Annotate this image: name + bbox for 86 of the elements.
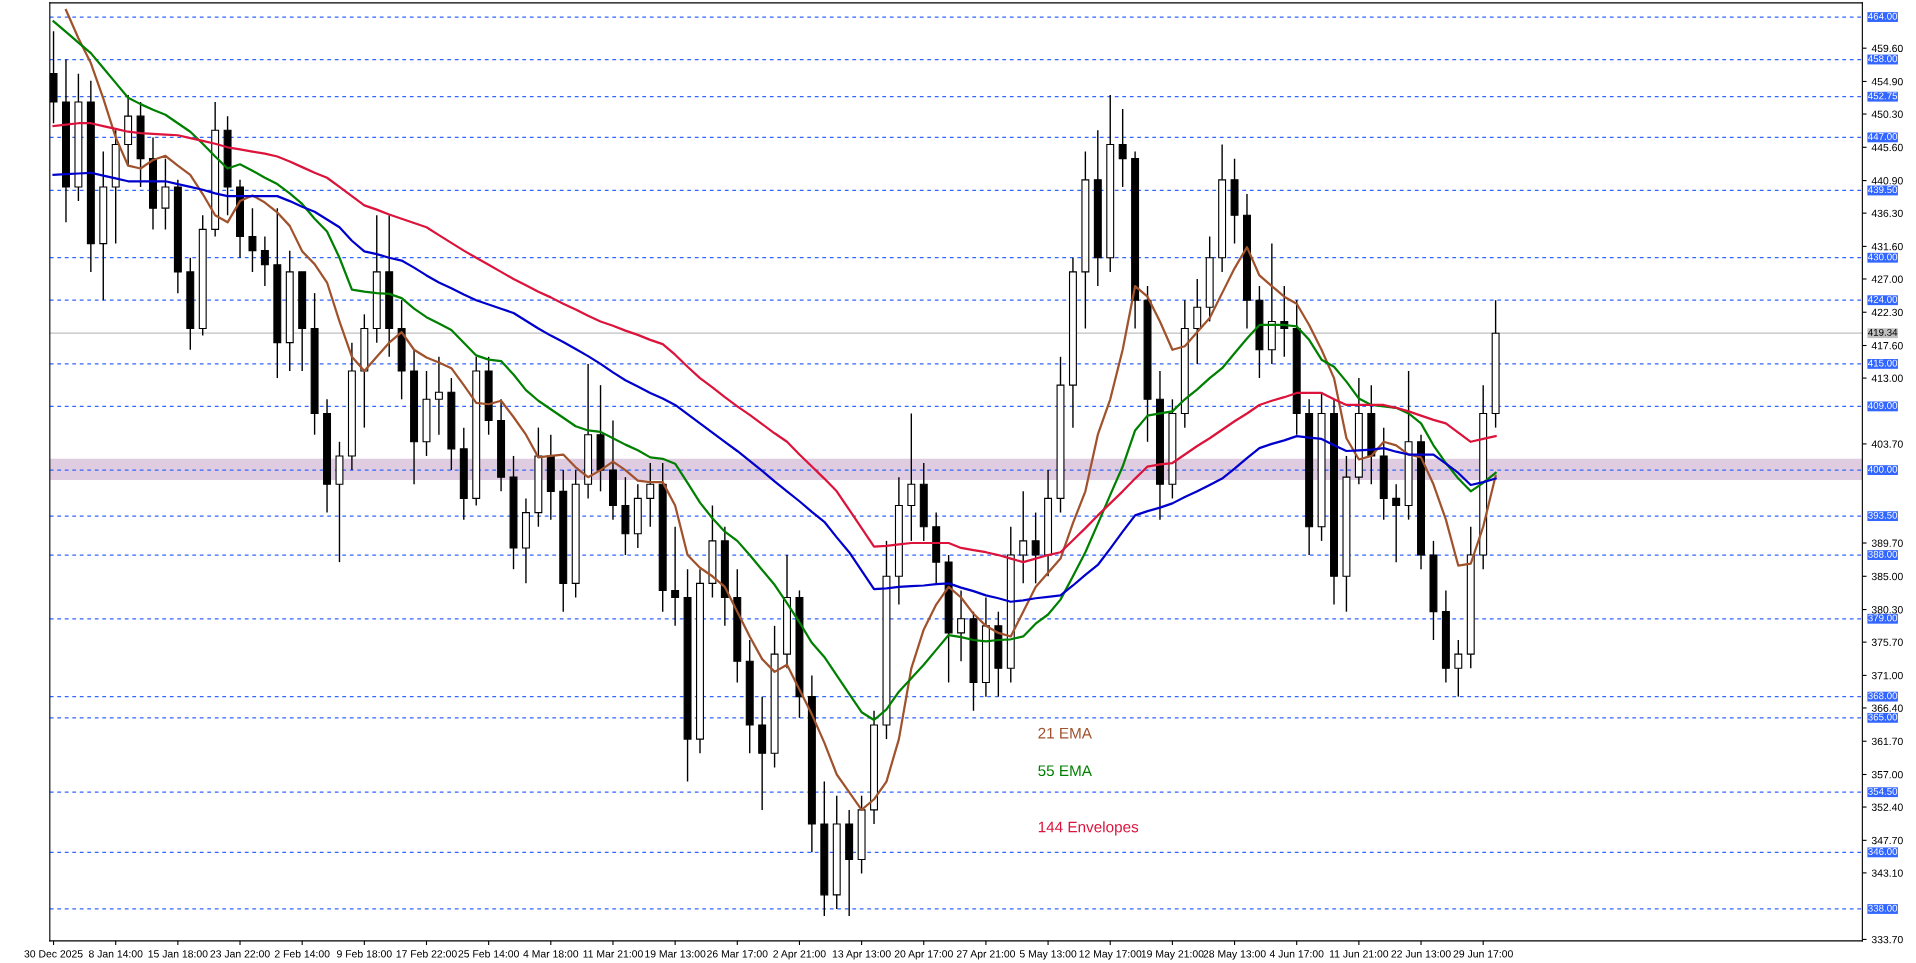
line-series: [52, 122, 1497, 564]
x-tick-label: 9 Feb 18:00: [337, 949, 392, 958]
candlestick: [1118, 108, 1127, 188]
ref-line-label: 409.00: [1868, 402, 1898, 409]
y-tick-label: 385.00: [1871, 572, 1903, 581]
ref-line-label: 458.00: [1868, 55, 1898, 63]
candlestick: [1392, 483, 1401, 563]
y-tick-label: 366.40: [1871, 704, 1903, 712]
ref-line-label: 452.75: [1868, 92, 1898, 100]
x-tick-label: 26 Mar 17:00: [707, 950, 768, 958]
y-tick-label: 417.60: [1871, 342, 1903, 350]
x-tick-label: 13 Apr 13:00: [832, 950, 891, 960]
y-tick-label: 450.30: [1871, 110, 1903, 118]
ref-line-label: 393.50: [1868, 511, 1898, 519]
text: 55 EMA: [1038, 765, 1092, 777]
ref-line-label: 388.00: [1868, 550, 1898, 558]
y-tick-label: 375.70: [1871, 638, 1903, 646]
ref-line-label: 415.00: [1868, 359, 1898, 367]
y-tick-label: 403.70: [1871, 440, 1903, 448]
candlestick: [248, 207, 257, 273]
x-tick-label: 17 Feb 22:00: [396, 949, 457, 958]
ref-line-label: 430.00: [1868, 253, 1898, 261]
x-tick-label: 4 Jun 17:00: [1269, 950, 1324, 958]
y-tick-label: 343.10: [1871, 869, 1903, 877]
x-tick-label: 22 Jun 13:00: [1391, 950, 1451, 958]
y-tick-label: 413.00: [1871, 374, 1903, 382]
y-tick-label: 380.30: [1871, 606, 1903, 614]
y-tick-label: 361.70: [1871, 737, 1903, 746]
y-tick-label: 333.70: [1871, 935, 1903, 944]
y-tick-label: 440.90: [1871, 177, 1903, 185]
ref-line-label: 354.50: [1868, 787, 1898, 795]
y-tick-label: 454.90: [1871, 77, 1903, 86]
ref-line-label: 346.00: [1868, 848, 1898, 855]
x-tick-label: 29 Jun 17:00: [1453, 950, 1513, 958]
candlestick: [671, 526, 680, 627]
ref-line-label: 464.00: [1868, 12, 1898, 20]
y-tick-label: 436.30: [1871, 209, 1903, 218]
y-tick-label: 389.70: [1871, 539, 1903, 547]
text: 144 Envelopes: [1038, 821, 1139, 836]
x-tick-label: 19 May 21:00: [1141, 950, 1204, 960]
y-tick-label: 422.30: [1871, 308, 1903, 317]
candlestick: [1019, 490, 1028, 585]
x-tick-label: 28 May 13:00: [1203, 950, 1266, 960]
ref-line-label: 439.50: [1868, 186, 1898, 194]
ref-line-label: 338.00: [1868, 904, 1898, 912]
candlestick: [646, 462, 655, 528]
y-tick-label: 445.60: [1871, 143, 1903, 152]
y-tick-label: 352.40: [1871, 803, 1903, 811]
candlestick: [1031, 511, 1040, 585]
candlestick: [434, 356, 443, 436]
y-tick-label: 459.60: [1871, 44, 1903, 53]
x-tick-label: 4 Mar 18:00: [523, 950, 579, 958]
x-tick-label: 8 Jan 14:00: [88, 950, 143, 958]
ref-line-label: 379.00: [1868, 614, 1898, 622]
x-tick-label: 23 Jan 22:00: [210, 950, 270, 958]
x-tick-label: 2 Apr 21:00: [773, 950, 826, 960]
candlestick: [161, 157, 170, 231]
ref-line-label: 424.00: [1868, 295, 1898, 303]
candlestick: [1454, 639, 1463, 698]
candlestick: [957, 589, 966, 662]
x-tick-label: 12 May 17:00: [1079, 950, 1142, 960]
x-tick-label: 19 Mar 13:00: [645, 950, 706, 958]
x-tick-label: 5 May 13:00: [1019, 950, 1077, 960]
x-tick-label: 15 Jan 18:00: [148, 950, 208, 958]
x-tick-label: 2 Feb 14:00: [274, 949, 330, 958]
y-tick-label: 357.00: [1871, 771, 1903, 779]
x-tick-label: 11 Jun 21:00: [1329, 950, 1389, 958]
candlestick: [907, 412, 916, 542]
ref-line-label: 400.00: [1868, 465, 1898, 473]
y-tick-label: 427.00: [1871, 275, 1903, 283]
y-tick-label: 347.70: [1871, 836, 1903, 845]
candlestick: [1193, 278, 1202, 365]
ref-line-label: 368.00: [1868, 692, 1898, 700]
y-tick-label: 431.60: [1871, 242, 1903, 251]
x-tick-label: 11 Mar 21:00: [583, 950, 643, 958]
x-tick-label: 30 Dec 2025: [24, 950, 83, 958]
x-tick-label: 20 Apr 17:00: [894, 950, 953, 960]
ref-line-label: 365.00: [1868, 713, 1898, 721]
ref-line-label: 447.00: [1868, 133, 1898, 140]
candlestick: [260, 235, 269, 287]
ref-line-label: 419.34: [1868, 328, 1898, 336]
x-tick-label: 25 Feb 14:00: [458, 949, 519, 958]
text: 21 EMA: [1038, 727, 1092, 739]
line-series: [52, 171, 1497, 603]
x-tick-label: 27 Apr 21:00: [956, 950, 1016, 960]
y-tick-label: 371.00: [1871, 671, 1903, 680]
